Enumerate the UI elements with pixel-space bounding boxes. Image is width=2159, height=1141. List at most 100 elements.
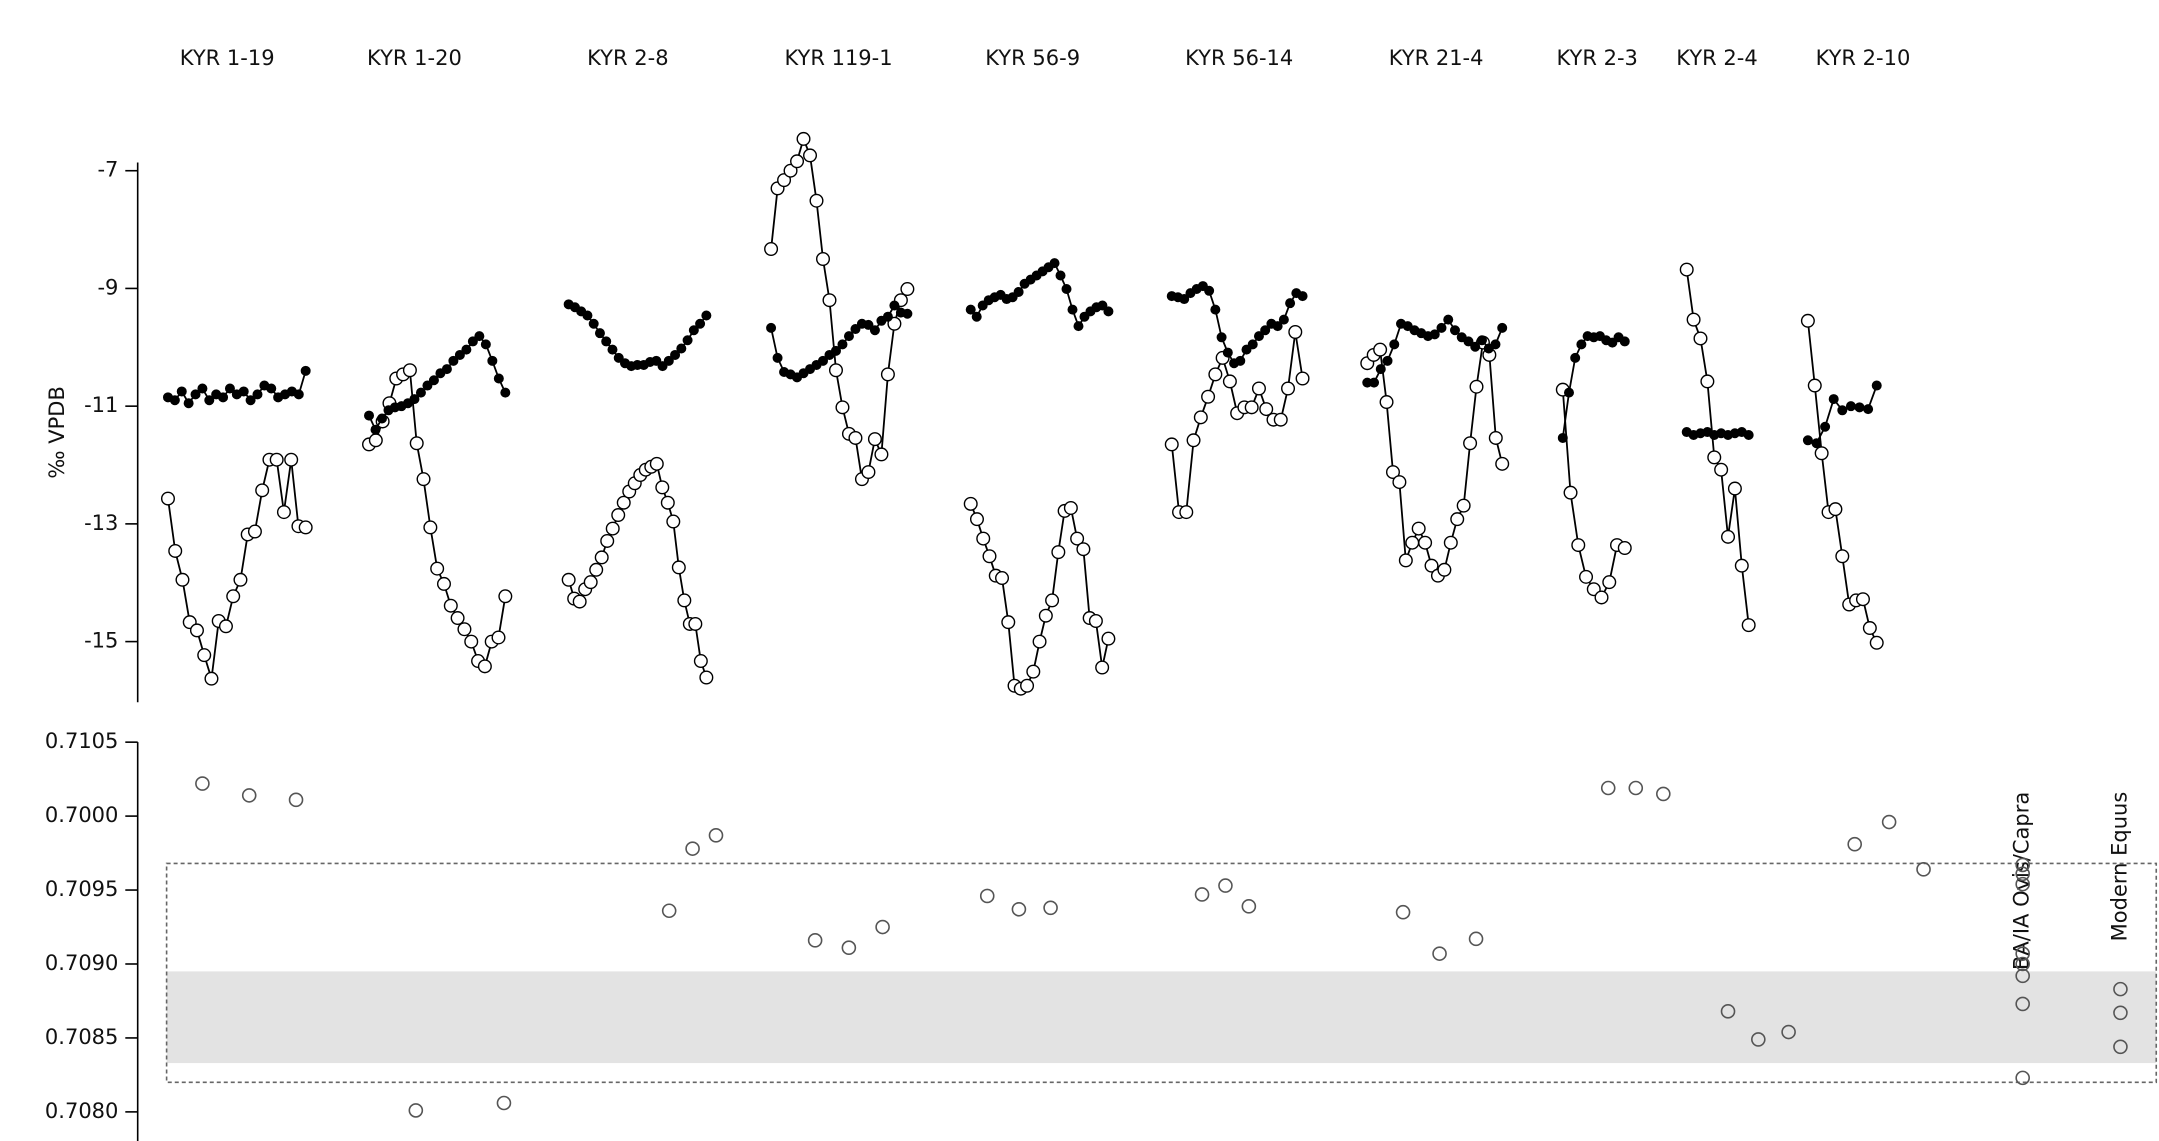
open-point <box>1571 538 1586 553</box>
filled-point <box>843 331 854 342</box>
filled-point <box>766 322 777 333</box>
filled-point <box>461 344 472 355</box>
sr-point <box>2015 968 2030 984</box>
filled-point <box>837 339 848 350</box>
sr-point <box>661 903 677 919</box>
sr-point <box>1432 946 1447 961</box>
filled-point <box>467 336 478 347</box>
open-point <box>1201 389 1216 404</box>
group-label: KYR 1-20 <box>367 46 462 70</box>
filled-point <box>245 395 256 406</box>
group-label: KYR 21-4 <box>1389 46 1484 70</box>
open-point <box>583 575 598 590</box>
open-point <box>416 472 431 487</box>
open-point <box>963 496 978 511</box>
filled-point <box>1429 329 1440 340</box>
open-point <box>423 520 438 535</box>
sr-point <box>841 940 857 956</box>
open-point <box>1721 529 1736 544</box>
open-point <box>1700 374 1715 389</box>
open-point <box>1807 378 1822 393</box>
open-point <box>160 491 175 506</box>
open-point <box>1828 502 1843 517</box>
open-point <box>796 131 811 146</box>
group-label: KYR 119-1 <box>784 46 892 70</box>
open-point <box>1208 367 1223 382</box>
open-point <box>1418 535 1433 550</box>
sr-point <box>1628 780 1644 796</box>
y-tick-label: 0.7080 <box>45 1099 118 1123</box>
open-point <box>1469 379 1484 394</box>
filled-point <box>1369 377 1380 388</box>
sr-point <box>1395 904 1411 920</box>
filled-point <box>663 355 674 366</box>
open-point <box>1193 410 1208 425</box>
sr-point <box>1720 1004 1736 1019</box>
open-point <box>803 148 818 163</box>
filled-point <box>1863 404 1874 415</box>
sr-point <box>1218 878 1233 893</box>
filled-point <box>850 324 861 335</box>
filled-point <box>1557 432 1568 443</box>
y-tick-label: 0.7105 <box>45 729 118 753</box>
open-point <box>677 593 692 608</box>
open-point <box>600 533 615 548</box>
filled-point <box>370 424 381 435</box>
open-point <box>874 447 889 462</box>
open-point <box>168 543 183 558</box>
open-point <box>976 531 991 546</box>
open-point <box>880 367 895 382</box>
filled-point <box>601 336 612 347</box>
y-tick-label: -9 <box>97 275 118 299</box>
open-point <box>1488 430 1503 445</box>
open-point <box>255 483 270 498</box>
filled-point <box>594 328 605 339</box>
sr-point <box>496 1095 512 1111</box>
sr-point <box>2015 1070 2030 1086</box>
y-tick-label: -15 <box>84 629 118 653</box>
sr-point <box>1468 931 1484 947</box>
open-point <box>995 571 1010 586</box>
open-point <box>175 572 190 587</box>
filled-point <box>1463 336 1474 347</box>
open-point <box>1038 608 1053 623</box>
filled-point <box>889 300 900 311</box>
filled-point <box>422 380 433 391</box>
filled-point <box>1619 336 1630 347</box>
filled-point <box>266 383 277 394</box>
sr-point <box>195 776 210 791</box>
open-point <box>284 452 299 467</box>
y-tick-label: -11 <box>84 393 118 417</box>
open-point <box>464 634 479 649</box>
group-label: KYR 2-3 <box>1557 46 1638 70</box>
open-point <box>1379 395 1394 410</box>
filled-point <box>1216 332 1227 343</box>
filled-point <box>676 343 687 354</box>
open-point <box>1463 436 1478 451</box>
filled-point <box>500 387 511 398</box>
sr-point <box>2015 956 2030 972</box>
filled-point <box>1811 438 1822 449</box>
open-point <box>1855 592 1870 607</box>
open-point <box>218 619 233 634</box>
filled-point <box>1049 258 1060 269</box>
open-point <box>1450 512 1465 527</box>
open-point <box>477 659 492 674</box>
filled-point <box>695 318 706 329</box>
filled-point <box>1802 435 1813 446</box>
open-point <box>900 282 915 297</box>
open-point <box>572 594 587 609</box>
filled-point <box>1067 304 1078 315</box>
open-point <box>1186 433 1201 448</box>
open-point <box>655 480 670 495</box>
sr-point <box>807 933 823 948</box>
open-point <box>589 562 604 577</box>
open-point <box>649 456 664 471</box>
open-point <box>1295 371 1310 386</box>
open-point <box>1814 446 1829 461</box>
filled-point <box>1103 306 1114 317</box>
sr-point <box>1600 780 1616 796</box>
y-tick-label: -13 <box>84 511 118 535</box>
filled-point <box>474 331 485 342</box>
